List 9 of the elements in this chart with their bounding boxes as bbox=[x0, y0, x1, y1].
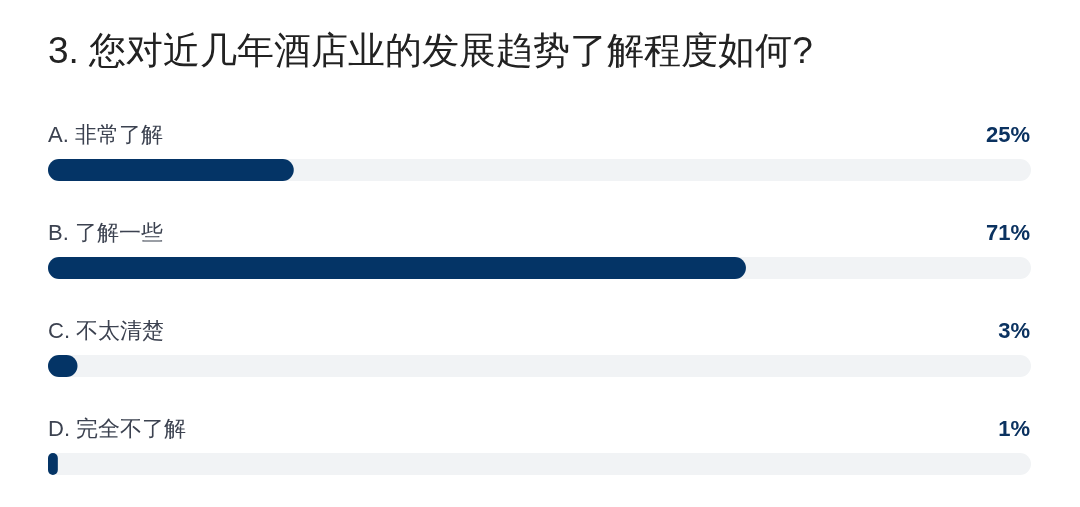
value-label: 71% bbox=[985, 219, 1030, 245]
category-label: D. 完全不了解 bbox=[48, 415, 187, 441]
value-label: 25% bbox=[985, 121, 1030, 147]
value-label: 3% bbox=[998, 317, 1030, 343]
category-label: A. 非常了解 bbox=[48, 121, 163, 147]
value-label: 1% bbox=[998, 415, 1030, 441]
title: 3. 您对近几年酒店业的发展趋势了解程度如何? bbox=[48, 29, 813, 71]
category-label: B. 了解一些 bbox=[48, 219, 163, 245]
category-label: C. 不太清楚 bbox=[48, 317, 165, 343]
